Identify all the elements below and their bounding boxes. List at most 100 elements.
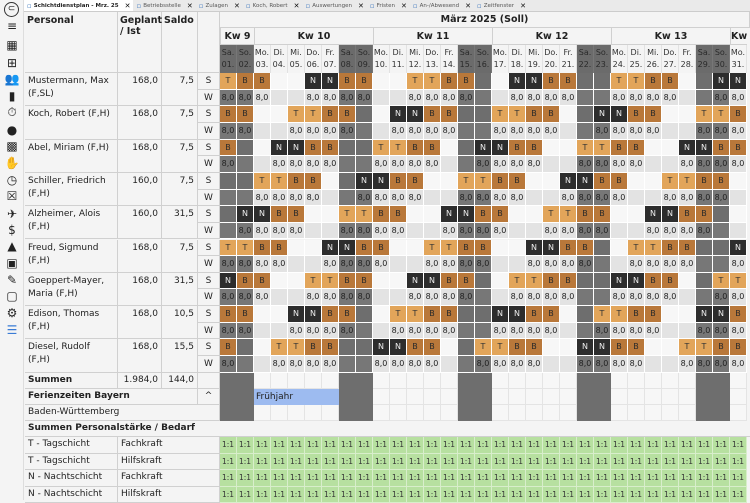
shift-cell[interactable] [373,73,390,90]
staffing-ratio-cell[interactable]: 1:1 [441,437,458,454]
shift-cell[interactable] [237,173,254,190]
staffing-ratio-cell[interactable]: 1:1 [237,487,254,503]
shift-cell[interactable]: B [645,106,662,123]
shift-cell[interactable]: B [662,273,679,290]
work-hours-cell[interactable] [713,223,730,240]
shift-cell[interactable] [560,306,577,323]
work-hours-cell[interactable] [543,156,560,173]
shift-cell[interactable]: T [305,106,322,123]
shift-cell[interactable] [526,206,543,223]
shift-cell[interactable]: T [713,273,730,290]
shift-cell[interactable]: N [356,173,373,190]
column-header-personal[interactable]: Personal [25,12,118,73]
work-hours-cell[interactable]: 8,0 [373,356,390,373]
day-header[interactable]: Mo.03. [254,45,271,73]
work-hours-cell[interactable] [254,123,271,140]
shift-cell[interactable]: B [339,306,356,323]
work-hours-cell[interactable]: 8,0 [509,356,526,373]
staffing-ratio-cell[interactable]: 1:1 [322,470,339,487]
shift-cell[interactable]: N [577,173,594,190]
work-hours-cell[interactable]: 8,0 [288,356,305,373]
day-header[interactable]: Mo.10. [373,45,390,73]
work-hours-cell[interactable]: 8,0 [407,289,424,306]
work-hours-cell[interactable] [475,123,492,140]
staffing-ratio-cell[interactable]: 1:1 [492,437,509,454]
work-hours-cell[interactable]: 8,0 [441,123,458,140]
work-hours-cell[interactable]: 8,0 [458,90,475,107]
staffing-ratio-cell[interactable]: 1:1 [271,487,288,503]
work-hours-cell[interactable]: 8,0 [628,90,645,107]
shift-cell[interactable]: N [220,273,237,290]
staffing-ratio-cell[interactable]: 1:1 [509,454,526,471]
work-hours-cell[interactable]: 8,0 [390,323,407,340]
shift-cell[interactable] [305,206,322,223]
shift-cell[interactable] [475,73,492,90]
shift-cell[interactable]: N [322,73,339,90]
staffing-ratio-cell[interactable]: 1:1 [356,470,373,487]
shift-cell[interactable]: B [322,306,339,323]
work-hours-cell[interactable]: 8,0 [305,289,322,306]
work-hours-cell[interactable] [645,190,662,207]
work-hours-cell[interactable] [594,289,611,306]
shift-cell[interactable] [560,106,577,123]
shift-cell[interactable]: N [679,140,696,157]
shift-cell[interactable]: B [458,273,475,290]
work-hours-cell[interactable] [458,323,475,340]
org-chart-icon[interactable]: ⊞ [3,55,21,71]
work-hours-cell[interactable]: 8,0 [543,123,560,140]
shift-cell[interactable]: B [492,173,509,190]
staffing-ratio-cell[interactable]: 1:1 [543,470,560,487]
shift-cell[interactable] [288,273,305,290]
staffing-ratio-cell[interactable]: 1:1 [407,454,424,471]
staffing-ratio-cell[interactable]: 1:1 [730,470,747,487]
work-hours-cell[interactable]: 8,0 [611,156,628,173]
work-hours-cell[interactable] [305,223,322,240]
shift-cell[interactable]: B [424,106,441,123]
shift-cell[interactable] [713,206,730,223]
shift-cell[interactable]: N [645,206,662,223]
person-name[interactable]: Mustermann, Max (F,SL) [25,73,118,106]
shift-cell[interactable]: N [611,273,628,290]
shift-cell[interactable] [220,206,237,223]
work-hours-cell[interactable]: 8,0 [730,90,747,107]
work-hours-cell[interactable]: 8,0 [322,323,339,340]
work-hours-cell[interactable] [713,256,730,273]
shift-cell[interactable] [271,306,288,323]
work-hours-cell[interactable]: 8,0 [730,289,747,306]
day-header[interactable]: Di.25. [628,45,645,73]
work-hours-cell[interactable] [662,156,679,173]
staffing-ratio-cell[interactable]: 1:1 [220,470,237,487]
shift-cell[interactable]: N [594,339,611,356]
work-hours-cell[interactable]: 8,0 [339,256,356,273]
work-hours-cell[interactable]: 8,0 [407,156,424,173]
staffing-ratio-cell[interactable]: 1:1 [271,454,288,471]
shift-cell[interactable]: B [305,173,322,190]
shift-cell[interactable]: B [390,173,407,190]
work-hours-cell[interactable]: 8,0 [730,156,747,173]
shift-cell[interactable] [390,273,407,290]
day-header[interactable]: Mi.12. [407,45,424,73]
work-hours-cell[interactable]: 8,0 [713,323,730,340]
staffing-ratio-cell[interactable]: 1:1 [577,487,594,503]
work-hours-cell[interactable]: 8,0 [475,356,492,373]
shift-cell[interactable]: B [526,106,543,123]
work-hours-cell[interactable]: 8,0 [577,256,594,273]
shift-cell[interactable] [560,140,577,157]
day-header[interactable]: Di.11. [390,45,407,73]
work-hours-cell[interactable] [645,356,662,373]
staffing-ratio-cell[interactable]: 1:1 [526,487,543,503]
shift-cell[interactable] [611,206,628,223]
day-header[interactable]: Mo.17. [492,45,509,73]
shift-cell[interactable]: N [509,73,526,90]
shift-cell[interactable] [373,106,390,123]
work-hours-cell[interactable]: 8,0 [696,223,713,240]
staffing-ratio-cell[interactable]: 1:1 [322,437,339,454]
shift-cell[interactable] [271,273,288,290]
work-hours-cell[interactable]: 8,0 [696,190,713,207]
work-hours-cell[interactable]: 8,0 [373,156,390,173]
work-hours-cell[interactable]: 8,0 [271,190,288,207]
work-hours-cell[interactable]: 8,0 [237,323,254,340]
shift-cell[interactable]: N [543,240,560,257]
work-hours-cell[interactable]: 8,0 [271,256,288,273]
shift-cell[interactable] [288,240,305,257]
